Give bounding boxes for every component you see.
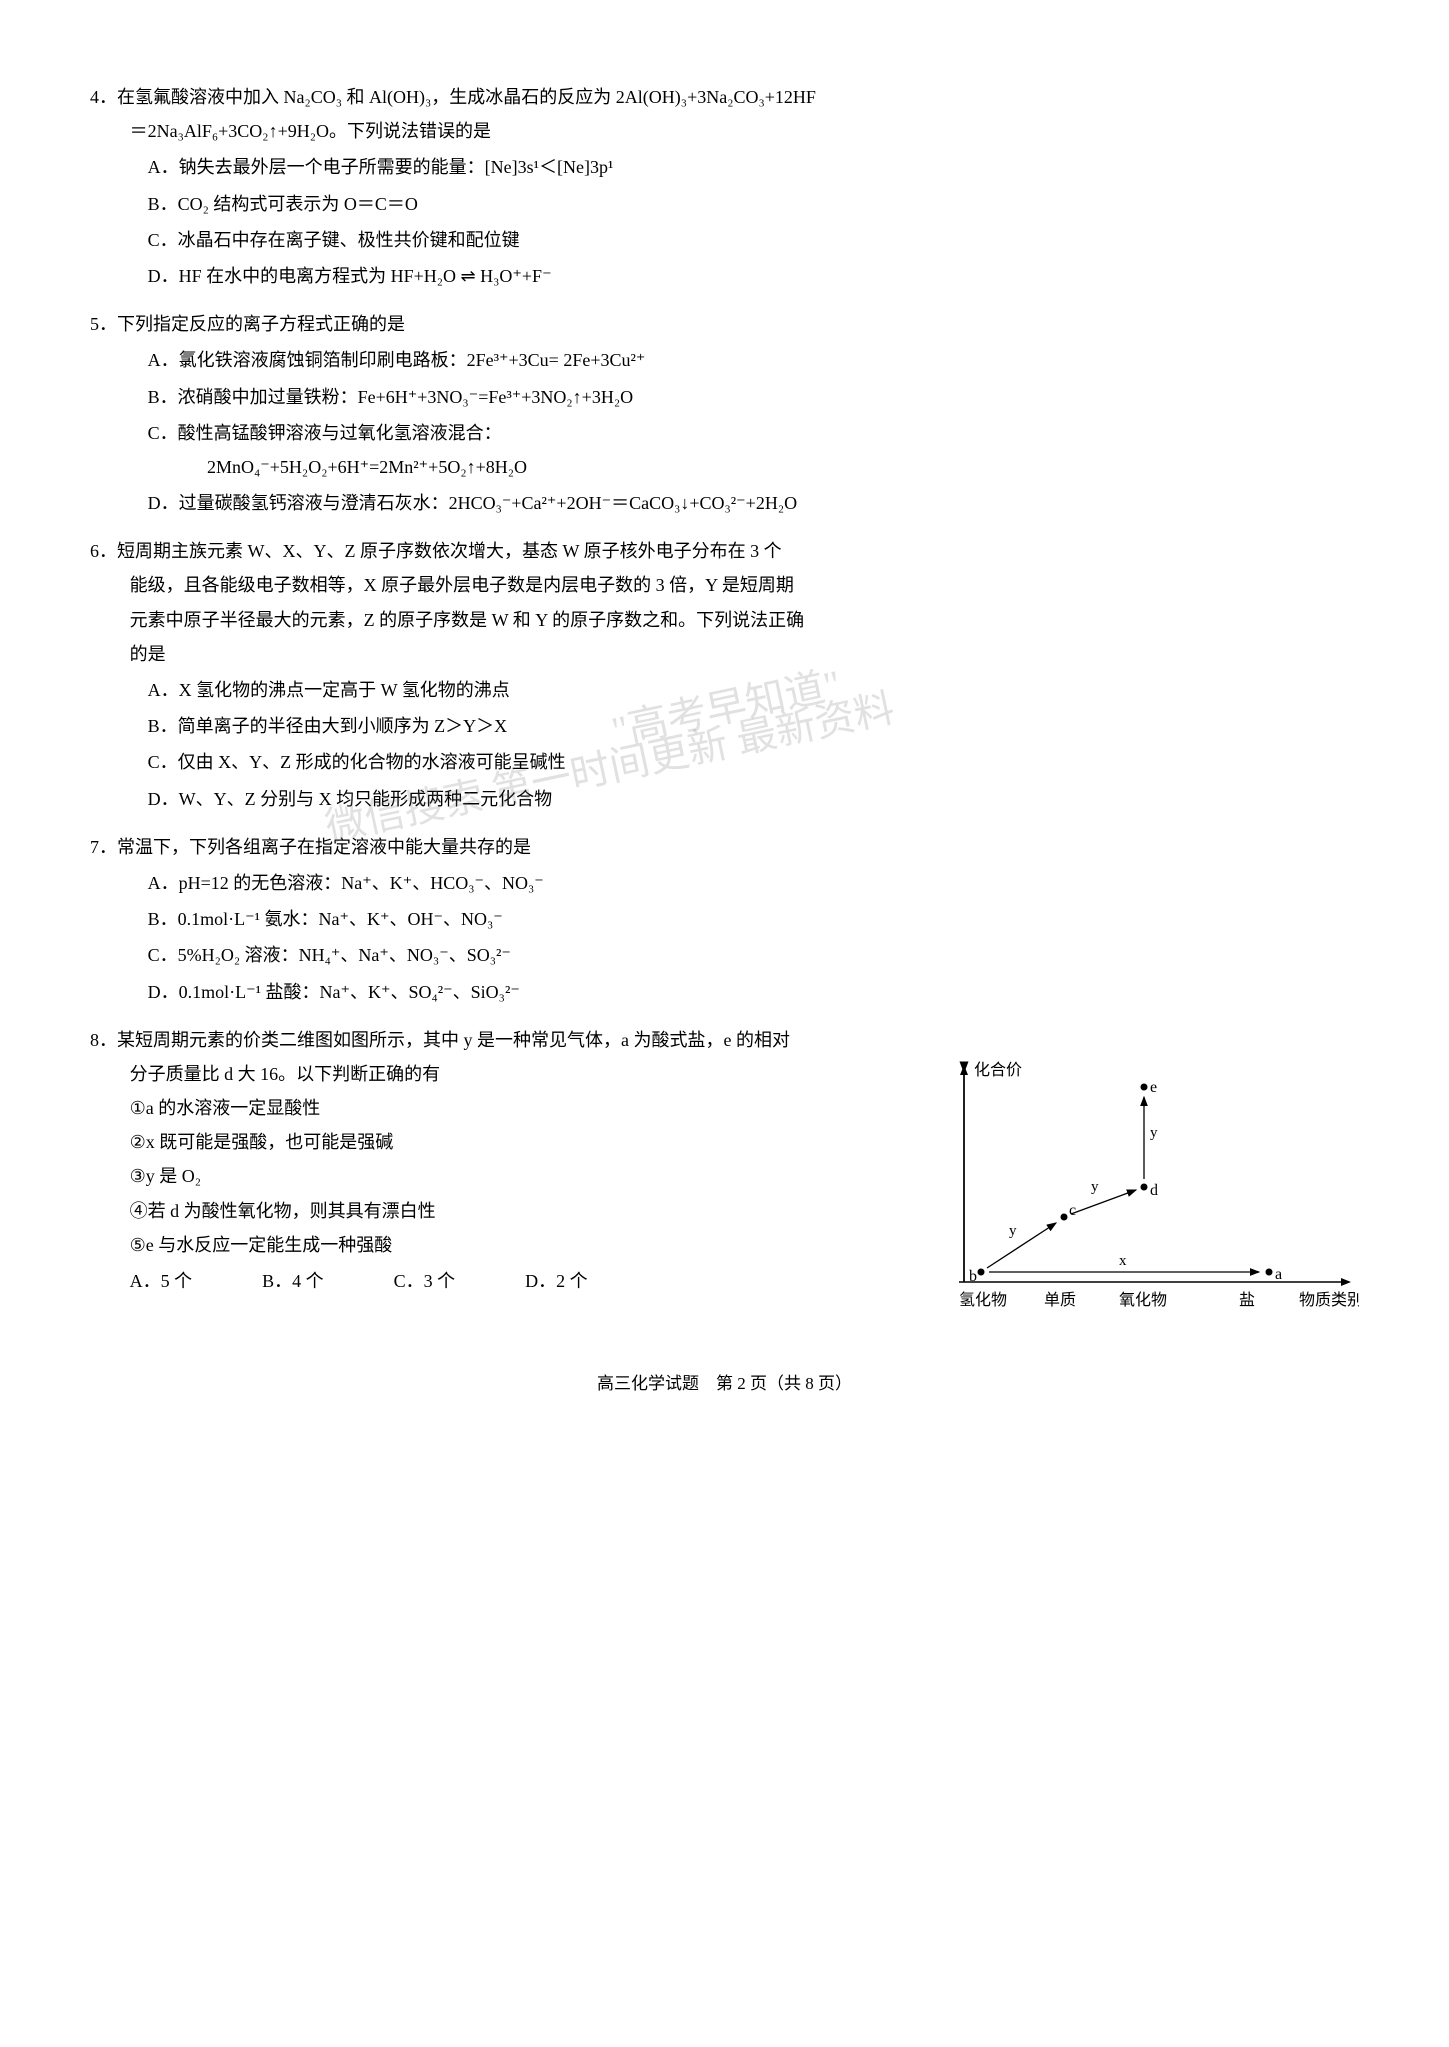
question-4: 4．在氢氟酸溶液中加入 Na₂CO₃ 和 Al(OH)₃，生成冰晶石的反应为 2… <box>90 80 1359 293</box>
page-footer: 高三化学试题 第 2 页（共 8 页） <box>90 1368 1359 1400</box>
q8-cond-1: ①a 的水溶液一定显酸性 <box>130 1091 919 1125</box>
point-a-label: a <box>1275 1266 1282 1283</box>
y-axis-arrow-icon <box>960 1065 968 1075</box>
xtick-0: 氢化物 <box>959 1291 1007 1309</box>
q6-num: 6． <box>90 541 117 561</box>
q6-option-d: D．W、Y、Z 分别与 X 均只能形成两种二元化合物 <box>90 782 1359 816</box>
q8-option-b: B．4 个 <box>262 1264 324 1298</box>
q6-stem-4: 的是 <box>90 637 1359 671</box>
point-e <box>1141 1083 1148 1090</box>
q8-stem-2: 分子质量比 d 大 16。以下判断正确的有 <box>130 1057 919 1091</box>
q7-num: 7． <box>90 837 117 857</box>
q8-stem-1: 8．某短周期元素的价类二维图如图所示，其中 y 是一种常见气体，a 为酸式盐，e… <box>90 1023 1359 1057</box>
q6-option-b: B．简单离子的半径由大到小顺序为 Z＞Y＞X <box>90 709 1359 743</box>
q8-chart: 化合价 物质类别 氢化物 单质 氧化物 盐 b c d e a <box>929 1057 1359 1328</box>
q7-option-c: C．5%H₂O₂ 溶液：NH₄⁺、Na⁺、NO₃⁻、SO₃²⁻ <box>90 938 1359 972</box>
point-b <box>978 1268 985 1275</box>
q4-option-a: A．钠失去最外层一个电子所需要的能量：[Ne]3s¹＜[Ne]3p¹ <box>90 150 1359 184</box>
question-8: 8．某短周期元素的价类二维图如图所示，其中 y 是一种常见气体，a 为酸式盐，e… <box>90 1023 1359 1328</box>
page-container: "高考早知道" 微信搜索 第一时间更新 最新资料 4．在氢氟酸溶液中加入 Na₂… <box>90 80 1359 1400</box>
q7-stem: 7．常温下，下列各组离子在指定溶液中能大量共存的是 <box>90 830 1359 864</box>
q7-option-a: A．pH=12 的无色溶液：Na⁺、K⁺、HCO₃⁻、NO₃⁻ <box>90 866 1359 900</box>
q7-stem-text: 常温下，下列各组离子在指定溶液中能大量共存的是 <box>117 837 531 857</box>
q6-stem-3: 元素中原子半径最大的元素，Z 的原子序数是 W 和 Y 的原子序数之和。下列说法… <box>90 603 1359 637</box>
q8-option-c: C．3 个 <box>394 1264 456 1298</box>
q5-stem: 5．下列指定反应的离子方程式正确的是 <box>90 307 1359 341</box>
q5-option-c: C．酸性高锰酸钾溶液与过氧化氢溶液混合： <box>90 416 1359 450</box>
q8-num: 8． <box>90 1030 117 1050</box>
point-b-label: b <box>969 1268 977 1285</box>
question-7: 7．常温下，下列各组离子在指定溶液中能大量共存的是 A．pH=12 的无色溶液：… <box>90 830 1359 1009</box>
q8-left-column: 分子质量比 d 大 16。以下判断正确的有 ①a 的水溶液一定显酸性 ②x 既可… <box>90 1057 919 1298</box>
q6-stem1-text: 短周期主族元素 W、X、Y、Z 原子序数依次增大，基态 W 原子核外电子分布在 … <box>117 541 782 561</box>
q4-option-c: C．冰晶石中存在离子键、极性共价键和配位键 <box>90 223 1359 257</box>
q8-options: A．5 个 B．4 个 C．3 个 D．2 个 <box>130 1264 919 1298</box>
point-d <box>1141 1183 1148 1190</box>
q4-stem-1: 4．在氢氟酸溶液中加入 Na₂CO₃ 和 Al(OH)₃，生成冰晶石的反应为 2… <box>90 80 1359 114</box>
arrow-bc-label: y <box>1009 1223 1017 1239</box>
x-axis-label: 物质类别 <box>1299 1291 1359 1309</box>
point-e-label: e <box>1150 1079 1157 1096</box>
q5-num: 5． <box>90 314 117 334</box>
x-axis-arrow-icon <box>1341 1278 1351 1286</box>
q6-option-a: A．X 氢化物的沸点一定高于 W 氢化物的沸点 <box>90 673 1359 707</box>
y-axis-label: 化合价 <box>974 1061 1022 1079</box>
q6-stem-1: 6．短周期主族元素 W、X、Y、Z 原子序数依次增大，基态 W 原子核外电子分布… <box>90 534 1359 568</box>
q8-stem1-text: 某短周期元素的价类二维图如图所示，其中 y 是一种常见气体，a 为酸式盐，e 的… <box>117 1030 790 1050</box>
question-6: 6．短周期主族元素 W、X、Y、Z 原子序数依次增大，基态 W 原子核外电子分布… <box>90 534 1359 816</box>
q4-stem-2: ＝2Na₃AlF₆+3CO₂↑+9H₂O。下列说法错误的是 <box>90 114 1359 148</box>
q5-option-d: D．过量碳酸氢钙溶液与澄清石灰水：2HCO₃⁻+Ca²⁺+2OH⁻＝CaCO₃↓… <box>90 486 1359 520</box>
point-d-label: d <box>1150 1182 1158 1199</box>
point-c <box>1061 1213 1068 1220</box>
q5-stem-text: 下列指定反应的离子方程式正确的是 <box>117 314 405 334</box>
q7-option-d: D．0.1mol·L⁻¹ 盐酸：Na⁺、K⁺、SO₄²⁻、SiO₃²⁻ <box>90 975 1359 1009</box>
q7-option-b: B．0.1mol·L⁻¹ 氨水：Na⁺、K⁺、OH⁻、NO₃⁻ <box>90 902 1359 936</box>
arrow-de-label: y <box>1150 1125 1158 1141</box>
q5-option-b: B．浓硝酸中加过量铁粉：Fe+6H⁺+3NO₃⁻=Fe³⁺+3NO₂↑+3H₂O <box>90 380 1359 414</box>
xtick-3: 盐 <box>1239 1291 1255 1309</box>
q8-option-d: D．2 个 <box>525 1264 588 1298</box>
q8-option-a: A．5 个 <box>130 1264 193 1298</box>
q8-cond-5: ⑤e 与水反应一定能生成一种强酸 <box>130 1228 919 1262</box>
point-a <box>1266 1268 1273 1275</box>
q8-cond-2: ②x 既可能是强酸，也可能是强碱 <box>130 1125 919 1159</box>
xtick-1: 单质 <box>1044 1291 1076 1309</box>
q5-option-a: A．氯化铁溶液腐蚀铜箔制印刷电路板：2Fe³⁺+3Cu= 2Fe+3Cu²⁺ <box>90 343 1359 377</box>
arrow-cd-label: y <box>1091 1179 1099 1195</box>
q4-option-d: D．HF 在水中的电离方程式为 HF+H₂O ⇌ H₃O⁺+F⁻ <box>90 259 1359 293</box>
arrow-ba-label: x <box>1119 1253 1127 1269</box>
question-5: 5．下列指定反应的离子方程式正确的是 A．氯化铁溶液腐蚀铜箔制印刷电路板：2Fe… <box>90 307 1359 520</box>
point-c-label: c <box>1069 1202 1076 1219</box>
q8-cond-4: ④若 d 为酸性氧化物，则其具有漂白性 <box>130 1194 919 1228</box>
q4-stem1-text: 在氢氟酸溶液中加入 Na₂CO₃ 和 Al(OH)₃，生成冰晶石的反应为 2Al… <box>117 87 816 107</box>
arrow-bc <box>987 1223 1056 1268</box>
q6-stem-2: 能级，且各能级电子数相等，X 原子最外层电子数是内层电子数的 3 倍，Y 是短周… <box>90 568 1359 602</box>
q6-option-c: C．仅由 X、Y、Z 形成的化合物的水溶液可能呈碱性 <box>90 745 1359 779</box>
q4-num: 4． <box>90 87 117 107</box>
q5-option-c-eq: 2MnO₄⁻+5H₂O₂+6H⁺=2Mn²⁺+5O₂↑+8H₂O <box>90 450 1359 484</box>
q8-cond-3: ③y 是 O₂ <box>130 1159 919 1193</box>
q4-option-b: B．CO₂ 结构式可表示为 O＝C＝O <box>90 187 1359 221</box>
arrow-cd <box>1071 1190 1136 1214</box>
xtick-2: 氧化物 <box>1119 1291 1167 1309</box>
valence-chart-svg: 化合价 物质类别 氢化物 单质 氧化物 盐 b c d e a <box>929 1057 1359 1317</box>
